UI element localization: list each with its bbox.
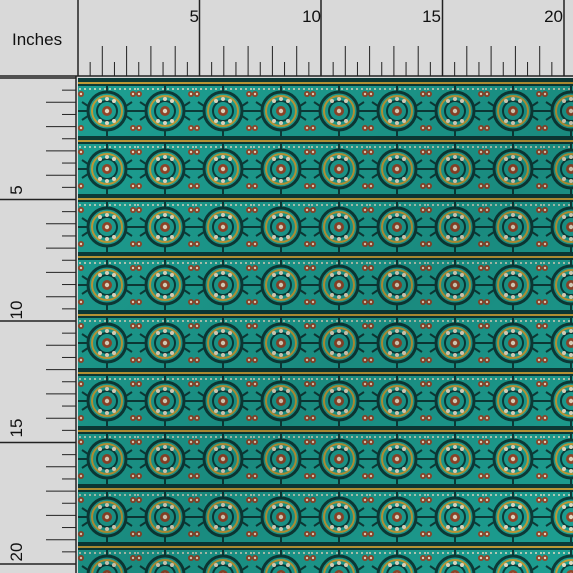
left-ruler-label-20: 20 <box>7 543 26 562</box>
fabric-fold-shadow <box>78 78 573 573</box>
left-ruler-ticks <box>0 76 77 573</box>
fabric-swatch <box>78 78 573 573</box>
top-ruler-label-10: 10 <box>302 7 321 26</box>
top-ruler-label-20: 20 <box>544 7 563 26</box>
units-label: Inches <box>12 30 63 49</box>
top-ruler-label-5: 5 <box>190 7 199 26</box>
top-ruler-label-15: 15 <box>422 7 441 26</box>
left-ruler-label-5: 5 <box>7 185 26 194</box>
fabric-pattern <box>78 78 573 573</box>
left-ruler-label-10: 10 <box>7 301 26 320</box>
left-ruler-label-15: 15 <box>7 419 26 438</box>
top-ruler-ticks <box>0 0 573 77</box>
